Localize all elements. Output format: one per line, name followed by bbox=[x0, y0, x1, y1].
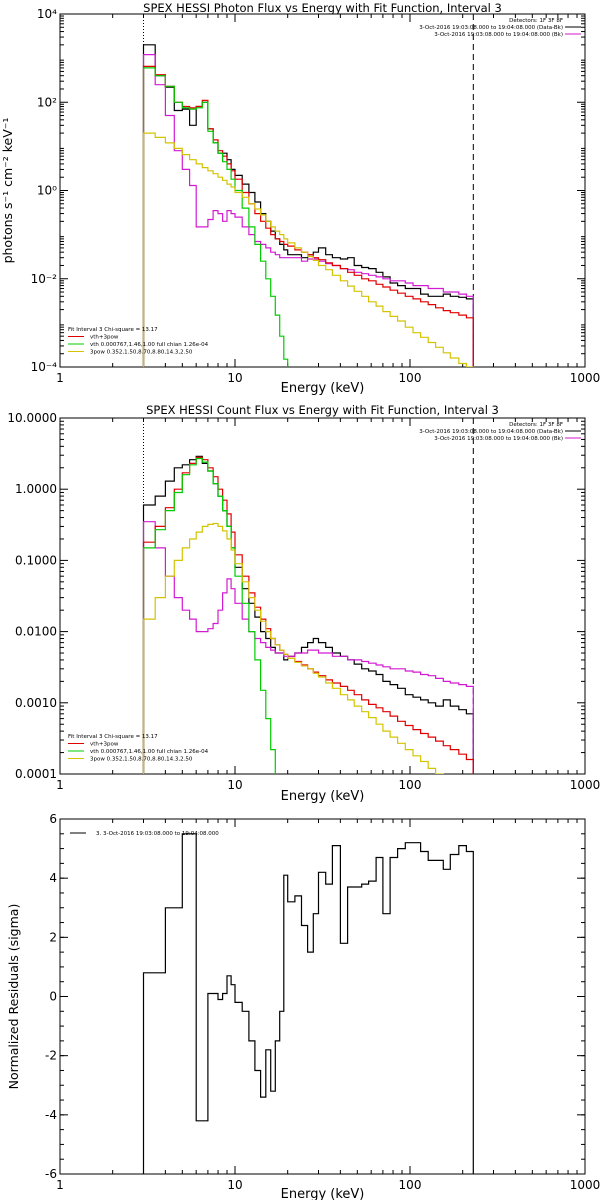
legend-entry: 3-Oct-2016 19:03:08.000 to 19:04:08.000 … bbox=[434, 436, 563, 442]
series-line-0 bbox=[142, 833, 474, 1174]
legend-entry: Fit Interval 3 Chi-square = 13.17 bbox=[68, 734, 158, 740]
legend-entry: Detectors: 1F 3F 8F bbox=[509, 422, 563, 428]
x-tick-label: 100 bbox=[399, 778, 422, 792]
x-axis-label: Energy (keV) bbox=[281, 1187, 365, 1200]
series-line-0 bbox=[142, 44, 474, 367]
x-tick-label: 100 bbox=[399, 1178, 422, 1192]
y-tick-label: -4 bbox=[45, 1108, 57, 1122]
y-tick-label: 10⁻² bbox=[31, 272, 58, 286]
x-tick-label: 100 bbox=[399, 371, 422, 385]
legend-entry: 3. 3-Oct-2016 19:03:08.000 to 19:04:08.0… bbox=[96, 831, 219, 837]
y-tick-label: 10² bbox=[37, 95, 57, 109]
x-axis-label: Energy (keV) bbox=[281, 381, 365, 396]
y-tick-label: 6 bbox=[49, 812, 57, 826]
y-tick-label: 10⁴ bbox=[37, 7, 57, 21]
plot-frame bbox=[59, 417, 586, 775]
x-tick-label: 1000 bbox=[570, 371, 600, 385]
series-line-0 bbox=[142, 455, 474, 774]
legend-entry: Fit Interval 3 Chi-square = 13.17 bbox=[68, 327, 158, 333]
legend-entry: vth 0.000767,1.46,1.00 full chian 1.26e-… bbox=[90, 749, 209, 755]
y-tick-label: 1.0000 bbox=[15, 482, 57, 496]
legend-entry: 3-Oct-2016 19:03:08.000 to 19:04:08.000 … bbox=[419, 25, 563, 31]
x-tick-label: 1000 bbox=[570, 1178, 600, 1192]
legend-entry: 3pow 0.352,1.50,8.70,8.80,14.3,2.50 bbox=[90, 757, 193, 763]
series-line-4 bbox=[142, 132, 495, 367]
y-tick-label: 0.0100 bbox=[15, 625, 57, 639]
y-tick-label: 0.1000 bbox=[15, 553, 57, 567]
chart-1: SPEX HESSI Count Flux vs Energy with Fit… bbox=[7, 403, 600, 804]
x-tick-label: 10 bbox=[227, 778, 242, 792]
y-tick-label: 4 bbox=[49, 871, 57, 885]
x-tick-label: 1 bbox=[56, 371, 64, 385]
legend-entry: Detectors: 1F 3F 8F bbox=[509, 18, 563, 24]
x-tick-label: 10 bbox=[227, 371, 242, 385]
y-tick-label: 0.0010 bbox=[15, 696, 57, 710]
legend-entry: 3pow 0.352,1.50,8.70,8.80,14.3,2.50 bbox=[90, 350, 193, 356]
legend-entry: vth 0.000767,1.46,1.00 full chian 1.26e-… bbox=[90, 342, 209, 348]
chart-0: SPEX HESSI Photon Flux vs Energy with Fi… bbox=[0, 1, 600, 396]
plot-frame bbox=[59, 13, 586, 368]
chart-title: SPEX HESSI Photon Flux vs Energy with Fi… bbox=[143, 1, 502, 15]
y-tick-label: 0.0001 bbox=[15, 767, 57, 781]
legend-entry: vth+3pow bbox=[90, 742, 119, 748]
y-tick-label: -6 bbox=[45, 1167, 57, 1181]
x-tick-label: 1000 bbox=[570, 778, 600, 792]
chart-title: SPEX HESSI Count Flux vs Energy with Fit… bbox=[146, 403, 499, 417]
series-line-1 bbox=[142, 54, 474, 367]
y-tick-label: 0 bbox=[49, 990, 57, 1004]
series-line-1 bbox=[142, 521, 474, 774]
series-line-3 bbox=[142, 67, 320, 367]
y-tick-label: 2 bbox=[49, 930, 57, 944]
chart-2: Energy (keV) Normalized Residuals (sigma)… bbox=[6, 812, 600, 1200]
series-line-4 bbox=[142, 522, 484, 774]
y-tick-label: -2 bbox=[45, 1049, 57, 1063]
legend-entry: vth+3pow bbox=[90, 335, 119, 341]
x-tick-label: 1 bbox=[56, 1178, 64, 1192]
series-line-2 bbox=[142, 65, 474, 367]
x-tick-label: 1 bbox=[56, 778, 64, 792]
y-axis-label: Normalized Residuals (sigma) bbox=[6, 904, 21, 1090]
y-axis-label: photons s⁻¹ cm⁻² keV⁻¹ bbox=[0, 118, 15, 264]
x-axis-label: Energy (keV) bbox=[281, 789, 365, 804]
legend-entry: 3-Oct-2016 19:03:08.000 to 19:04:08.000 … bbox=[419, 429, 563, 435]
series-line-2 bbox=[142, 456, 474, 774]
y-tick-label: 10⁰ bbox=[37, 184, 57, 198]
legend-entry: 3-Oct-2016 19:03:08.000 to 19:04:08.000 … bbox=[434, 32, 563, 38]
x-tick-label: 10 bbox=[227, 1178, 242, 1192]
y-tick-label: 10⁻⁴ bbox=[31, 360, 58, 374]
series-line-3 bbox=[142, 457, 320, 774]
y-tick-label: 10.0000 bbox=[7, 411, 57, 425]
